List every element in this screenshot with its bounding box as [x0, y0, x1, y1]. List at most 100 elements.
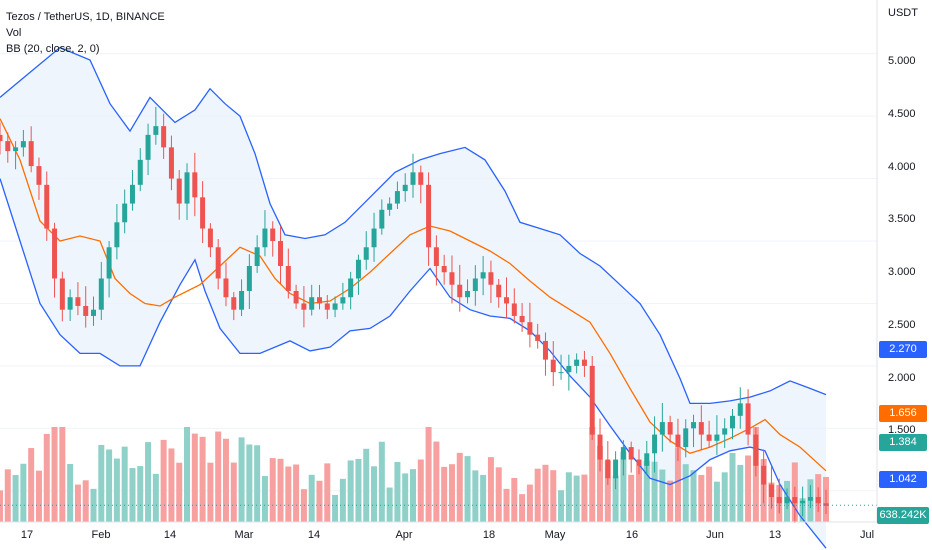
- candle-body: [644, 453, 650, 466]
- price-tick: 1.500: [888, 424, 916, 436]
- volume-bar: [464, 456, 471, 522]
- volume-bar: [480, 474, 487, 522]
- candles: [0, 106, 829, 523]
- volume-bar: [456, 452, 463, 522]
- candle-body: [168, 147, 174, 179]
- last-price-badge: 1.384: [879, 434, 927, 451]
- candle-body: [745, 403, 751, 435]
- volume-bar: [184, 427, 191, 522]
- candle-body: [5, 141, 11, 152]
- candle-body: [363, 247, 369, 260]
- candle-body: [449, 272, 455, 285]
- volume-bar: [558, 490, 565, 522]
- candle-body: [36, 166, 42, 185]
- volume-bar: [316, 480, 323, 522]
- volume-bar: [526, 484, 533, 522]
- volume-bar: [43, 433, 50, 522]
- date-tick: Feb: [91, 529, 111, 541]
- volume-bar: [745, 455, 752, 522]
- candle-body: [122, 203, 128, 223]
- candle-body: [200, 197, 206, 229]
- volume-bar: [674, 447, 681, 522]
- candle-body: [91, 309, 97, 316]
- candle-body: [324, 303, 330, 310]
- candle-body: [800, 500, 806, 504]
- candle-body: [620, 447, 626, 460]
- candle-body: [815, 497, 821, 504]
- volume-bar: [713, 481, 720, 522]
- candle-body: [394, 191, 400, 204]
- candle-body: [558, 372, 564, 374]
- volume-bar: [90, 488, 97, 522]
- volume-bar: [355, 458, 362, 522]
- candle-body: [753, 434, 759, 466]
- volume-bar: [293, 464, 300, 522]
- candle-body: [535, 334, 541, 341]
- candle-body: [332, 303, 338, 310]
- volume-bar: [441, 466, 448, 522]
- date-tick: May: [544, 529, 566, 541]
- date-tick: Jul: [859, 529, 875, 541]
- candle-body: [309, 297, 315, 310]
- candle-body: [426, 184, 432, 248]
- price-tick: 5.000: [888, 55, 916, 67]
- candle-body: [293, 290, 299, 304]
- volume-bar: [402, 473, 409, 522]
- candle-body: [285, 266, 291, 291]
- volume-bar: [285, 466, 292, 522]
- candle-body: [706, 434, 712, 441]
- volume-bar: [59, 427, 66, 522]
- volume-bar: [0, 490, 3, 522]
- candle-body: [223, 278, 229, 298]
- volume-bar: [519, 494, 526, 522]
- candle-body: [589, 365, 595, 435]
- candle-body: [387, 203, 393, 210]
- candle-body: [465, 290, 471, 298]
- candle-body: [215, 247, 221, 279]
- chart-legend: Tezos / TetherUS, 1D, BINANCE Vol BB (20…: [6, 9, 165, 57]
- symbol-title[interactable]: Tezos / TetherUS, 1D, BINANCE: [6, 11, 165, 23]
- bb-upper-badge: 2.270: [879, 341, 927, 358]
- candle-body: [239, 290, 245, 310]
- volume-bar: [378, 441, 385, 522]
- volume-bar: [28, 448, 35, 522]
- candle-body: [13, 147, 19, 152]
- volume-bar: [121, 446, 128, 522]
- candle-body: [0, 134, 3, 142]
- volume-bar: [347, 460, 354, 522]
- candle-body: [59, 278, 65, 310]
- volume-bar: [604, 460, 611, 522]
- volume-bar: [534, 468, 541, 522]
- bb-lower-line: [0, 178, 827, 549]
- candle-body: [433, 247, 439, 266]
- volume-bar: [659, 469, 666, 522]
- price-tick: 2.500: [888, 319, 916, 331]
- candle-body: [776, 497, 782, 504]
- candle-body: [527, 322, 533, 335]
- currency-unit: USDT: [888, 7, 918, 19]
- candle-body: [379, 209, 385, 229]
- candle-body: [581, 359, 587, 366]
- candle-body: [184, 172, 190, 204]
- candle-body: [153, 126, 159, 135]
- candle-body: [768, 484, 774, 498]
- candle-body: [83, 305, 89, 316]
- volume-bar: [721, 472, 728, 522]
- bollinger-bands-label[interactable]: BB (20, close, 2, 0): [6, 43, 100, 55]
- volume-bar: [106, 449, 113, 522]
- candle-body: [667, 422, 673, 435]
- volume-indicator-label[interactable]: Vol: [6, 27, 22, 39]
- volume-bar: [503, 488, 510, 522]
- volume-bar: [160, 439, 167, 522]
- volume-bar: [511, 477, 518, 522]
- candle-body: [550, 359, 556, 373]
- volume-bar: [433, 441, 440, 522]
- volume-bar: [542, 464, 549, 522]
- volume-bar: [635, 465, 642, 522]
- candle-body: [636, 459, 642, 466]
- candle-body: [192, 172, 198, 198]
- candle-body: [418, 172, 424, 185]
- volume-bars: [0, 427, 829, 522]
- volume-bar: [12, 475, 19, 522]
